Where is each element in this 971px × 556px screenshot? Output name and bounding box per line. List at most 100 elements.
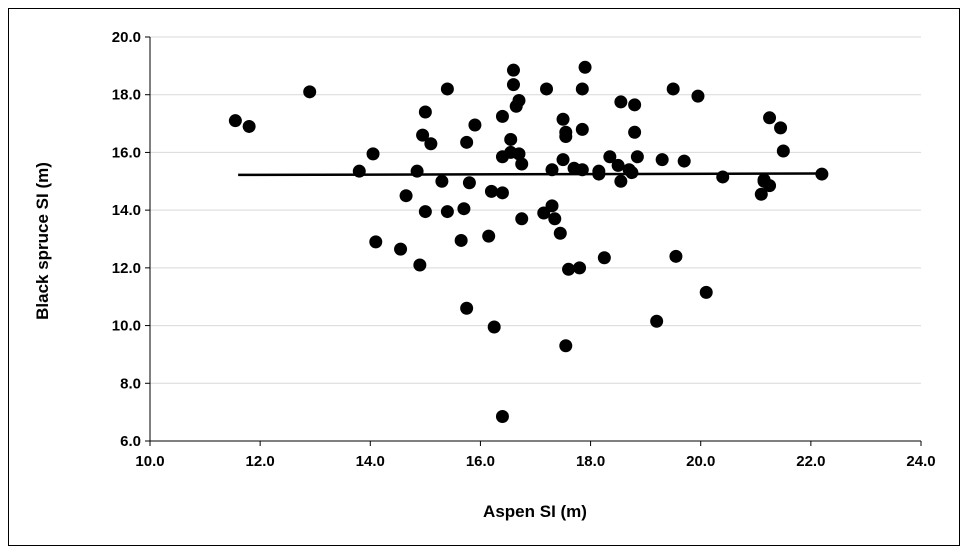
data-point (454, 233, 468, 247)
data-point (545, 199, 559, 213)
data-point (575, 122, 589, 136)
data-point (763, 111, 777, 125)
data-point (625, 166, 639, 180)
data-point (487, 320, 501, 334)
data-point (545, 163, 559, 177)
data-point (578, 60, 592, 74)
data-point (399, 189, 413, 203)
x-tick-label: 12.0 (246, 453, 275, 470)
data-point (435, 174, 449, 188)
x-tick-labels: 10.0 12.0 14.0 16.0 18.0 20.0 22.0 24.0 (135, 453, 935, 470)
data-point (628, 125, 642, 139)
data-point (754, 187, 768, 201)
data-points (228, 60, 829, 423)
data-point (559, 130, 573, 144)
data-point (611, 158, 625, 172)
data-point (540, 82, 554, 96)
data-point (506, 78, 520, 92)
data-point (776, 144, 790, 158)
data-point (815, 167, 829, 181)
data-point (614, 174, 628, 188)
y-tick-label: 12.0 (112, 260, 141, 277)
data-point (562, 262, 576, 276)
data-point (614, 95, 628, 109)
x-tick-label: 24.0 (906, 453, 935, 470)
axes (145, 36, 922, 446)
trend-line-group (238, 172, 822, 177)
data-point (655, 153, 669, 167)
y-tick-label: 10.0 (112, 318, 141, 335)
y-tick-label: 8.0 (120, 375, 141, 392)
data-point (460, 301, 474, 315)
data-point (515, 157, 529, 171)
data-point (691, 89, 705, 103)
data-point (553, 226, 567, 240)
data-point (592, 164, 606, 178)
data-point (597, 251, 611, 265)
trend-line (238, 172, 822, 177)
data-point (504, 132, 518, 146)
x-axis-title: Aspen SI (m) (483, 502, 587, 521)
x-tick-label: 10.0 (135, 453, 164, 470)
data-point (495, 409, 509, 423)
data-point (677, 154, 691, 168)
gridlines (150, 36, 921, 384)
y-tick-label: 16.0 (112, 144, 141, 161)
data-point (512, 93, 526, 107)
data-point (228, 114, 242, 128)
data-point (482, 229, 496, 243)
data-point (575, 82, 589, 96)
data-point (666, 82, 680, 96)
data-point (457, 202, 471, 216)
data-point (495, 186, 509, 200)
y-tick-labels: 6.0 8.0 10.0 12.0 14.0 16.0 18.0 20.0 (112, 29, 141, 450)
data-point (440, 205, 454, 219)
data-point (440, 82, 454, 96)
x-tick-label: 22.0 (796, 453, 825, 470)
data-point (303, 85, 317, 99)
x-tick-label: 20.0 (686, 453, 715, 470)
data-point (462, 176, 476, 190)
data-point (573, 261, 587, 275)
data-point (515, 212, 529, 226)
x-tick-label: 14.0 (356, 453, 385, 470)
data-point (716, 170, 730, 184)
data-point (512, 147, 526, 161)
data-point (394, 242, 408, 256)
chart-frame (8, 8, 960, 546)
data-point (495, 109, 509, 123)
data-point (630, 150, 644, 164)
data-point (352, 164, 366, 178)
data-point (416, 128, 430, 142)
data-point (774, 121, 788, 135)
data-point (548, 212, 562, 226)
data-point (410, 164, 424, 178)
y-axis-title: Black spruce SI (m) (33, 162, 52, 320)
data-point (484, 184, 498, 198)
y-tick-label: 14.0 (112, 202, 141, 219)
data-point (628, 98, 642, 112)
data-point (556, 153, 570, 167)
data-point (418, 105, 432, 119)
data-point (575, 163, 589, 177)
data-point (556, 112, 570, 126)
x-tick-label: 18.0 (576, 453, 605, 470)
data-point (460, 135, 474, 149)
data-point (699, 285, 713, 299)
data-point (242, 119, 256, 133)
x-tick-label: 16.0 (466, 453, 495, 470)
y-tick-label: 20.0 (112, 29, 141, 46)
data-point (506, 63, 520, 77)
data-point (413, 258, 427, 272)
y-tick-label: 18.0 (112, 87, 141, 104)
y-tick-label: 6.0 (120, 433, 141, 450)
data-point (763, 179, 777, 193)
data-point (418, 205, 432, 219)
data-point (424, 137, 438, 151)
data-point (468, 118, 482, 132)
data-point (650, 314, 664, 328)
data-point (369, 235, 383, 249)
data-point (669, 249, 683, 263)
data-point (603, 150, 617, 164)
